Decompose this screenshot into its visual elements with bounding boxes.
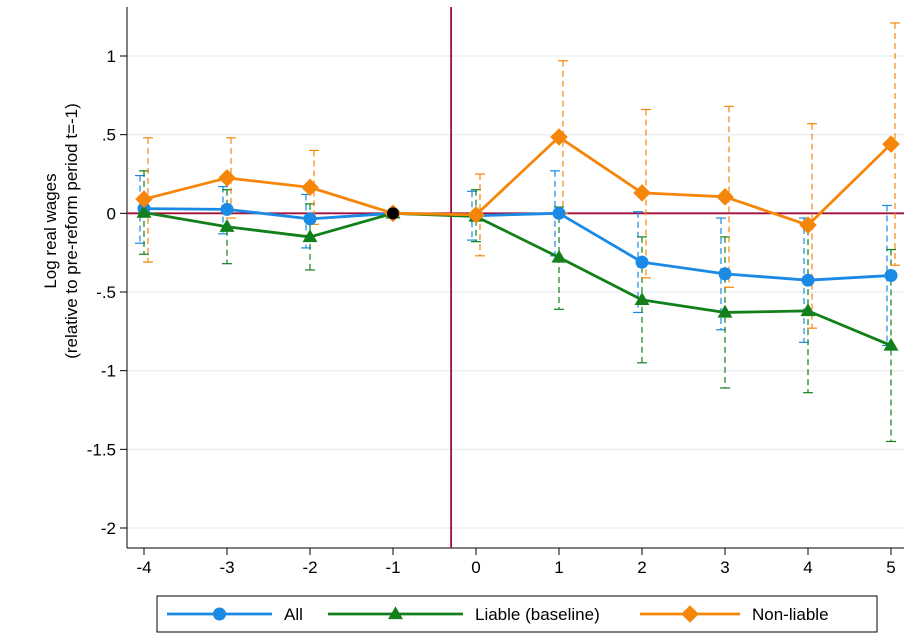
y-tick-label: -1.5 xyxy=(87,440,116,459)
x-tick-label: 1 xyxy=(554,558,563,577)
data-point-diamond xyxy=(550,128,568,146)
data-point-diamond xyxy=(716,188,734,206)
y-tick-label: -.5 xyxy=(96,283,116,302)
series-markers xyxy=(135,128,900,351)
confidence-intervals xyxy=(135,22,900,443)
y-tick-label: -2 xyxy=(101,519,116,538)
data-point-circle xyxy=(801,273,815,287)
y-tick-label: .5 xyxy=(102,126,116,145)
data-point-diamond xyxy=(799,216,817,234)
x-tick-label: 0 xyxy=(471,558,480,577)
series-line-1 xyxy=(143,211,892,347)
data-point-triangle xyxy=(800,303,816,317)
data-point-triangle xyxy=(634,292,650,306)
data-point-triangle xyxy=(883,337,899,351)
legend-label: Liable (baseline) xyxy=(475,605,600,624)
legend-marker-circle xyxy=(213,607,226,621)
data-point-diamond xyxy=(218,169,236,187)
series-line-2 xyxy=(143,135,892,227)
x-tick-label: -2 xyxy=(302,558,317,577)
series-lines xyxy=(143,135,892,347)
legend-label: All xyxy=(284,605,303,624)
data-point-circle xyxy=(220,202,234,216)
data-point-circle xyxy=(303,212,317,226)
data-point-triangle xyxy=(717,304,733,318)
data-point-circle xyxy=(552,206,566,220)
legend: All Liable (baseline) Non-liable xyxy=(156,595,878,633)
data-point-diamond xyxy=(135,190,153,208)
y-axis-title: Log real wages xyxy=(41,173,60,288)
y-axis-subtitle: (relative to pre-reform period t=-1) xyxy=(62,103,81,359)
x-tick-label: 5 xyxy=(886,558,895,577)
legend-label: Non-liable xyxy=(752,605,829,624)
data-point-triangle xyxy=(219,219,235,232)
data-point-triangle xyxy=(136,204,152,218)
x-tick-label: -3 xyxy=(219,558,234,577)
x-tick-label: -4 xyxy=(136,558,151,577)
data-point-triangle xyxy=(302,229,318,243)
data-point-circle xyxy=(884,268,898,282)
x-tick-label: 2 xyxy=(637,558,646,577)
legend-box xyxy=(156,595,878,633)
axis-ticks: 1 .5 0 -.5 -1 -1.5 -2 -4 -3 -2 -1 0 1 2 3 4 5 xyxy=(87,47,896,577)
grid-lines xyxy=(127,55,904,529)
x-tick-label: -1 xyxy=(385,558,400,577)
legend-marker-diamond xyxy=(681,605,699,623)
y-tick-label: 1 xyxy=(107,47,116,66)
x-tick-label: 4 xyxy=(803,558,812,577)
legend-marker-triangle xyxy=(388,606,403,620)
data-point-diamond xyxy=(467,206,485,224)
series-line-0 xyxy=(143,207,892,282)
data-point-circle xyxy=(635,255,649,269)
reference-point xyxy=(387,207,399,220)
x-tick-label: 3 xyxy=(720,558,729,577)
data-point-diamond xyxy=(882,135,900,153)
y-tick-label: -1 xyxy=(101,362,116,381)
data-point-circle xyxy=(718,267,732,281)
data-point-triangle xyxy=(551,249,567,263)
data-point-diamond xyxy=(301,178,319,197)
data-point-diamond xyxy=(633,184,651,202)
y-tick-label: 0 xyxy=(107,204,116,223)
